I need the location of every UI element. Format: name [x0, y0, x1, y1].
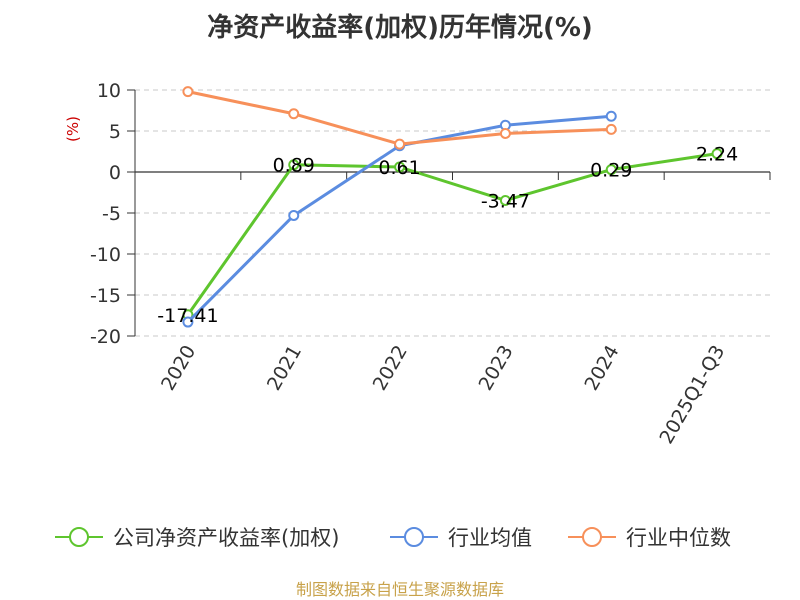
data-label: 2.24	[696, 144, 738, 166]
axes	[127, 89, 771, 337]
y-tick-label: 10	[97, 80, 121, 102]
y-tick-label: 5	[109, 121, 121, 143]
data-point	[288, 209, 300, 221]
x-tick-label: 2020	[157, 342, 200, 395]
y-axis-unit: (%)	[64, 116, 82, 142]
data-point	[394, 138, 406, 150]
legend-marker	[404, 527, 424, 547]
series-line	[186, 152, 718, 316]
legend-label: 行业中位数	[626, 526, 731, 550]
y-tick-label: -10	[90, 244, 121, 266]
data-point	[288, 159, 300, 171]
legend-marker	[582, 527, 602, 547]
chart-title: 净资产收益率(加权)历年情况(%)	[207, 12, 593, 43]
data-point	[394, 161, 406, 173]
data-point	[182, 86, 194, 98]
data-label: 0.29	[590, 160, 632, 182]
data-point	[711, 148, 723, 160]
data-point	[499, 194, 511, 206]
data-label: -17.41	[157, 305, 218, 327]
data-point	[499, 127, 511, 139]
y-tick-label: -15	[90, 285, 121, 307]
x-tick-labels: 2020 2021 2022 2023 2024 2025Q1-Q3	[157, 342, 729, 448]
x-tick-label: 2024	[580, 342, 623, 395]
x-tick-label: 2025Q1-Q3	[655, 342, 729, 448]
y-tick-labels: 10 5 0 -5 -10 -15 -20	[90, 80, 121, 348]
x-tick-label: 2021	[263, 342, 306, 395]
data-label: 0.89	[273, 155, 315, 177]
data-point	[605, 123, 617, 135]
x-tick-label: 2022	[369, 342, 412, 395]
gridlines	[135, 89, 770, 337]
data-point	[182, 316, 194, 328]
data-point	[288, 108, 300, 120]
series-line	[187, 90, 612, 146]
x-tick-label: 2023	[475, 342, 518, 395]
series-lines	[182, 86, 723, 328]
y-tick-label: 0	[109, 162, 121, 184]
data-point	[605, 164, 617, 176]
data-point	[605, 110, 617, 122]
data-labels: -17.41 0.89 0.61 -3.47 0.29 2.24	[157, 144, 738, 327]
y-tick-label: -5	[102, 203, 121, 225]
legend-label: 公司净资产收益率(加权)	[113, 526, 339, 550]
data-label: -3.47	[481, 190, 530, 212]
legend: 公司净资产收益率(加权) 行业均值 行业中位数	[55, 526, 731, 550]
data-label: 0.61	[378, 157, 420, 179]
source-note: 制图数据来自恒生聚源数据库	[296, 580, 504, 599]
y-tick-label: -20	[90, 326, 121, 348]
legend-marker	[69, 527, 89, 547]
legend-label: 行业均值	[448, 526, 532, 550]
